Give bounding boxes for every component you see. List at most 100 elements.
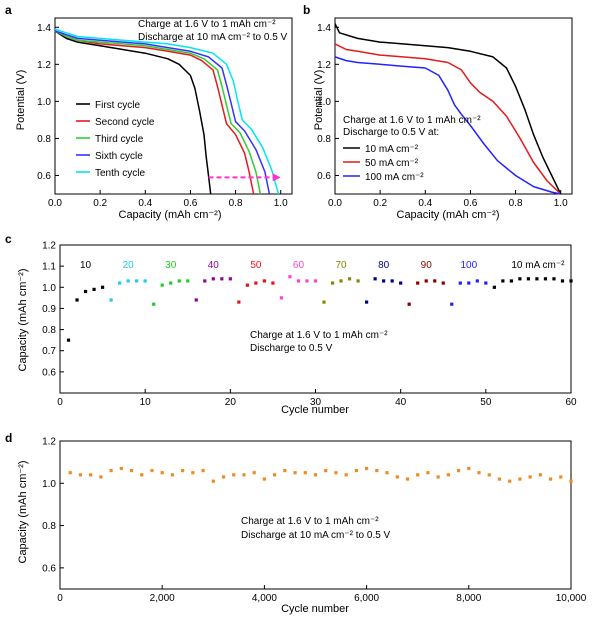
data-point-c-1: [84, 290, 87, 293]
data-point-d: [110, 469, 113, 472]
rate-label-c-3: 30: [165, 260, 177, 271]
y-tick-label-c: 0.6: [42, 367, 56, 378]
rate-label-c-8: 80: [378, 260, 390, 271]
x-tick-label-d: 10,000: [556, 593, 587, 604]
data-point-d: [518, 477, 521, 480]
data-point-c-2: [135, 279, 138, 282]
y-tick-label-a: 1.0: [37, 97, 51, 108]
y-tick-label-a: 1.4: [37, 23, 51, 34]
data-point-c-11: [510, 279, 513, 282]
data-point-c-9: [425, 279, 428, 282]
y-axis-label-a: Potential (V): [15, 70, 27, 131]
data-point-c-1: [92, 288, 95, 291]
y-axis-d: 0.6 0.8 1.0 1.2: [42, 437, 64, 575]
data-point-d: [345, 473, 348, 476]
data-point-d: [539, 473, 542, 476]
data-point-c-6: [280, 296, 283, 299]
y-tick-label-b: 1.2: [317, 60, 331, 71]
data-point-c-11: [552, 277, 555, 280]
rate-label-c-9: 90: [421, 260, 433, 271]
data-point-c-2: [144, 279, 147, 282]
y-tick-label-c: 0.7: [42, 346, 56, 357]
y-tick-label-c: 1.1: [42, 262, 56, 273]
plot-area-a: [55, 18, 292, 194]
data-point-c-10: [450, 303, 453, 306]
data-point-d: [181, 469, 184, 472]
data-point-c-2: [110, 298, 113, 301]
y-axis-label-c: Capacity (mAh cm⁻²): [17, 269, 29, 372]
x-axis-label-c: Cycle number: [281, 404, 349, 416]
data-point-c-3: [169, 281, 172, 284]
y-tick-label-d: 0.8: [42, 521, 56, 532]
rate-label-c-11: 10 mA cm⁻²: [511, 260, 565, 271]
x-tick-label-b: 1.0: [554, 198, 568, 209]
legend-b: 10 mA cm⁻² 50 mA cm⁻² 100 mA cm⁻²: [343, 144, 424, 183]
rate-label-c-4: 40: [208, 260, 220, 271]
legend-entry-a-5: Tenth cycle: [95, 168, 145, 179]
data-point-c-8: [382, 279, 385, 282]
rate-label-c-6: 60: [293, 260, 305, 271]
x-axis-a: 0.0 0.2 0.4 0.6 0.8 1.0: [48, 190, 288, 209]
panel-label-b: b: [303, 3, 310, 17]
data-point-c-6: [314, 279, 317, 282]
y-tick-label-a: 0.8: [37, 134, 51, 145]
data-point-d: [355, 469, 358, 472]
data-point-c-10: [484, 281, 487, 284]
data-point-c-11: [561, 279, 564, 282]
x-tick-label-c: 60: [565, 397, 577, 408]
data-point-c-10: [467, 281, 470, 284]
data-point-c-5: [246, 284, 249, 287]
rate-label-c-1: 10: [80, 260, 92, 271]
data-point-d: [365, 467, 368, 470]
rate-label-c-10: 100: [460, 260, 477, 271]
annotation-c-line-2: Discharge to 0.5 V: [250, 343, 333, 354]
data-point-c-11: [527, 277, 530, 280]
data-point-d: [334, 471, 337, 474]
annotation-c-line-1: Charge at 1.6 V to 1 mAh cm⁻²: [250, 330, 388, 341]
data-point-c-8: [391, 279, 394, 282]
data-point-d: [549, 477, 552, 480]
x-axis-label-a: Capacity (mAh cm⁻²): [119, 209, 222, 221]
data-point-c-1: [101, 286, 104, 289]
data-point-c-5: [271, 281, 274, 284]
data-point-d: [426, 471, 429, 474]
x-tick-label-a: 0.8: [229, 198, 243, 209]
legend-entry-b-2: 50 mA cm⁻²: [365, 158, 419, 169]
data-point-c-11: [518, 277, 521, 280]
data-point-d: [191, 471, 194, 474]
data-point-c-9: [408, 303, 411, 306]
data-point-d: [150, 469, 153, 472]
figure: a 0.60.81.01.21.4 0.0 0.2 0.4 0.6 0.8 1.0 Pot…: [0, 0, 600, 626]
legend-entry-a-2: Second cycle: [95, 117, 155, 128]
data-point-d: [201, 469, 204, 472]
data-point-d: [89, 473, 92, 476]
y-tick-label-d: 1.0: [42, 479, 56, 490]
data-point-c-11: [544, 277, 547, 280]
data-point-d: [222, 475, 225, 478]
x-tick-label-c: 20: [225, 397, 237, 408]
data-point-d: [529, 475, 532, 478]
data-point-d: [273, 473, 276, 476]
data-point-d: [416, 473, 419, 476]
data-point-c-5: [263, 279, 266, 282]
data-point-d: [437, 475, 440, 478]
x-tick-label-b: 0.0: [328, 198, 342, 209]
data-point-c-7: [339, 279, 342, 282]
x-tick-label-a: 0.2: [93, 198, 107, 209]
data-point-c-6: [288, 275, 291, 278]
y-tick-label-b: 0.8: [317, 134, 331, 145]
legend-entry-a-1: First cycle: [95, 100, 140, 111]
data-point-d: [324, 469, 327, 472]
legend-entry-a-4: Sixth cycle: [95, 151, 143, 162]
data-point-d: [120, 467, 123, 470]
data-point-c-8: [365, 300, 368, 303]
data-point-d: [508, 480, 511, 483]
data-point-d: [232, 473, 235, 476]
panel-label-d: d: [5, 431, 12, 445]
annotation-d-line-2: Discharge at 10 mA cm⁻² to 0.5 V: [241, 530, 391, 541]
x-tick-label-b: 0.8: [509, 198, 523, 209]
legend-entry-b-1: 10 mA cm⁻²: [365, 144, 419, 155]
data-point-c-9: [416, 281, 419, 284]
data-point-c-2: [127, 279, 130, 282]
y-tick-label-c: 1.2: [42, 241, 56, 252]
